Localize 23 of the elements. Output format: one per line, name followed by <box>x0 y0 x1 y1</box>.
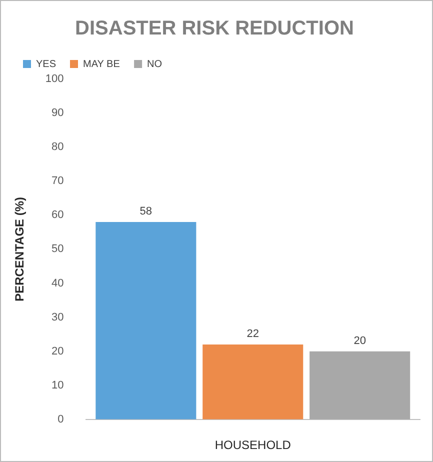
legend-label: MAY BE <box>83 58 120 70</box>
y-tick-label: 80 <box>52 141 64 154</box>
y-axis-title: PERCENTAGE (%) <box>12 196 27 302</box>
legend-label: NO <box>147 58 162 70</box>
chart-title: DISASTER RISK REDUCTION <box>75 18 354 40</box>
bar <box>96 222 196 420</box>
data-label: 58 <box>140 206 152 218</box>
x-axis-title: HOUSEHOLD <box>214 438 292 452</box>
y-tick-label: 10 <box>52 379 64 392</box>
y-tick-label: 40 <box>52 277 64 290</box>
y-tick-label: 50 <box>52 243 64 256</box>
bar <box>310 351 410 420</box>
y-tick-label: 20 <box>52 345 64 358</box>
data-label: 22 <box>246 328 259 340</box>
data-label: 20 <box>354 334 366 347</box>
y-tick-label: 30 <box>52 311 64 324</box>
bar <box>202 344 304 420</box>
y-tick-label: 60 <box>52 209 64 222</box>
y-tick-label: 70 <box>52 175 64 188</box>
y-tick-label: 0 <box>58 413 64 426</box>
y-tick-label: 90 <box>52 107 64 120</box>
y-tick-label: 100 <box>45 73 64 86</box>
legend-label: YES <box>36 58 56 70</box>
